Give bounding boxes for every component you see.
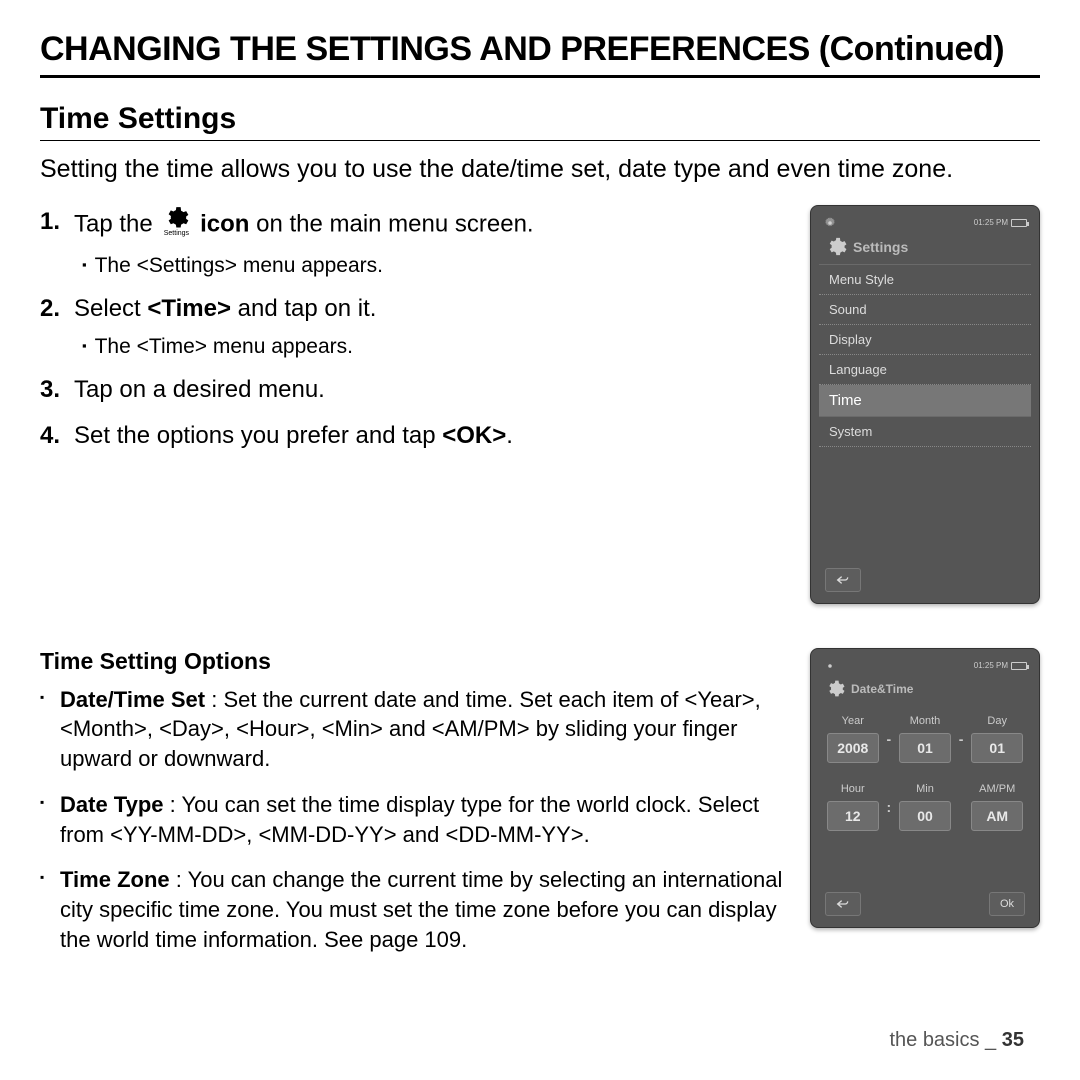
option-time-zone: Time Zone : You can change the current t… xyxy=(40,865,786,954)
gear-icon xyxy=(825,236,847,258)
page-title: CHANGING THE SETTINGS AND PREFERENCES (C… xyxy=(40,30,1040,78)
steps-list: Tap the Settings icon on the main menu s… xyxy=(40,205,786,453)
datetime-field[interactable]: Month01 xyxy=(899,715,951,763)
step-2: Select <Time> and tap on it. The <Time> … xyxy=(40,292,786,361)
menu-item[interactable]: System xyxy=(819,417,1031,447)
back-arrow-icon xyxy=(835,574,851,586)
step-3: Tap on a desired menu. xyxy=(40,373,786,407)
device-settings-mock: 01:25 PM Settings Menu StyleSoundDisplay… xyxy=(810,205,1040,604)
option-date-time-set: Date/Time Set : Set the current date and… xyxy=(40,685,786,774)
gear-icon xyxy=(823,216,837,230)
intro-text: Setting the time allows you to use the d… xyxy=(40,153,1040,187)
options-title: Time Setting Options xyxy=(40,648,786,675)
back-button[interactable] xyxy=(825,892,861,916)
datetime-field[interactable]: Hour12 xyxy=(827,783,879,831)
datetime-field[interactable]: AM/PMAM xyxy=(971,783,1023,831)
step-1: Tap the Settings icon on the main menu s… xyxy=(40,205,786,280)
step-4: Set the options you prefer and tap <OK>. xyxy=(40,419,786,453)
gear-icon xyxy=(825,679,845,699)
back-button[interactable] xyxy=(825,568,861,592)
back-arrow-icon xyxy=(835,898,851,910)
device-datetime-mock: 01:25 PM Date&Time Year2008-Month01-Day0… xyxy=(810,648,1040,928)
device-title: Date&Time xyxy=(851,682,913,696)
datetime-field[interactable]: Min00 xyxy=(899,783,951,831)
section-title: Time Settings xyxy=(40,102,1040,141)
datetime-field[interactable]: Day01 xyxy=(971,715,1023,763)
step-2-sub: The <Time> menu appears. xyxy=(74,332,786,361)
menu-item[interactable]: Language xyxy=(819,355,1031,385)
status-time: 01:25 PM xyxy=(974,218,1008,227)
menu-item[interactable]: Display xyxy=(819,325,1031,355)
step-1-sub: The <Settings> menu appears. xyxy=(74,251,786,280)
menu-item[interactable]: Time xyxy=(819,385,1031,417)
menu-item[interactable]: Menu Style xyxy=(819,265,1031,295)
ok-button[interactable]: Ok xyxy=(989,892,1025,916)
status-time: 01:25 PM xyxy=(974,661,1008,670)
options-list: Date/Time Set : Set the current date and… xyxy=(40,685,786,955)
option-date-type: Date Type : You can set the time display… xyxy=(40,790,786,849)
datetime-field[interactable]: Year2008 xyxy=(827,715,879,763)
battery-icon xyxy=(1011,219,1027,227)
page-footer: the basics _ 35 xyxy=(889,1029,1024,1052)
device-title: Settings xyxy=(853,239,908,255)
menu-item[interactable]: Sound xyxy=(819,295,1031,325)
gear-icon xyxy=(823,659,837,673)
device-menu: Menu StyleSoundDisplayLanguageTimeSystem xyxy=(819,264,1031,447)
gear-icon: Settings xyxy=(159,205,193,245)
battery-icon xyxy=(1011,662,1027,670)
